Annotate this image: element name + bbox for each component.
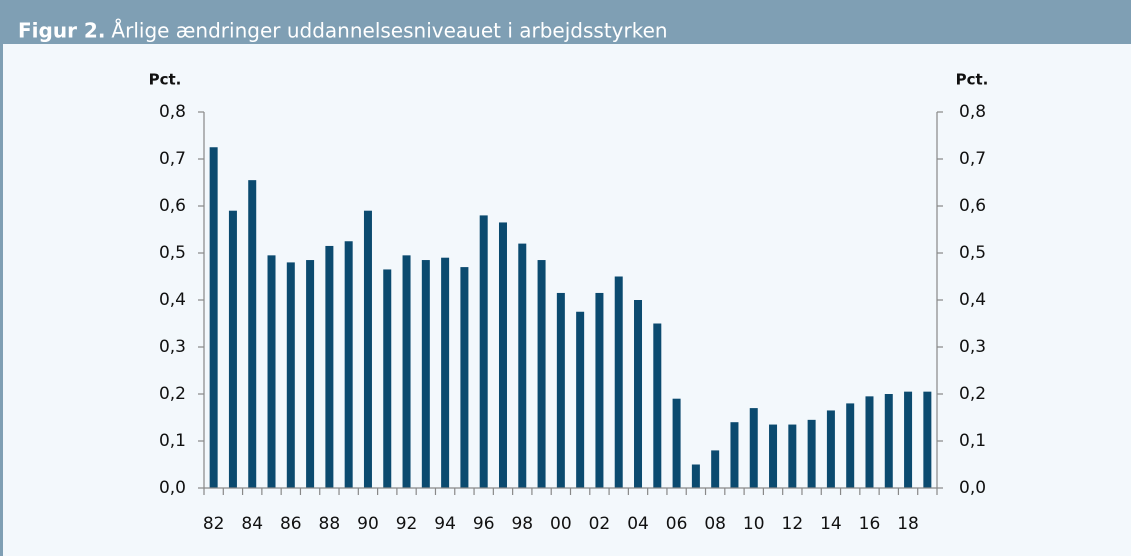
y2-tick-label: 0,7 bbox=[959, 149, 986, 169]
bar bbox=[826, 410, 835, 488]
bar bbox=[807, 419, 816, 488]
y2-tick-label: 0,1 bbox=[959, 431, 986, 451]
bar bbox=[248, 180, 257, 488]
y2-tick-label: 0,5 bbox=[959, 243, 986, 263]
figure-label: Figur 2. bbox=[18, 19, 105, 43]
bar bbox=[634, 300, 643, 488]
y2-tick-label: 0,3 bbox=[959, 337, 986, 357]
bar bbox=[691, 464, 700, 488]
y-tick-label: 0,8 bbox=[159, 102, 186, 122]
y2-tick-label: 0,8 bbox=[959, 102, 986, 122]
y-tick-label: 0,6 bbox=[159, 196, 186, 216]
bar bbox=[923, 391, 932, 488]
y-tick-label: 0,4 bbox=[159, 290, 186, 310]
x-tick-label: 08 bbox=[704, 514, 726, 534]
x-tick-label: 90 bbox=[357, 514, 379, 534]
bar bbox=[479, 215, 488, 488]
x-tick-label: 02 bbox=[589, 514, 611, 534]
x-tick-label: 86 bbox=[280, 514, 302, 534]
x-tick-label: 98 bbox=[511, 514, 533, 534]
bar bbox=[460, 267, 469, 488]
bar bbox=[595, 292, 604, 488]
bar bbox=[749, 408, 758, 488]
bar bbox=[614, 276, 623, 488]
bar bbox=[383, 269, 392, 488]
bar bbox=[518, 243, 527, 488]
y2-tick-label: 0,6 bbox=[959, 196, 986, 216]
bar bbox=[267, 255, 276, 488]
x-tick-label: 16 bbox=[859, 514, 881, 534]
x-tick-label: 04 bbox=[627, 514, 649, 534]
bar bbox=[286, 262, 295, 488]
bar bbox=[904, 391, 913, 488]
y2-tick-label: 0,4 bbox=[959, 290, 986, 310]
y-tick-label: 0,0 bbox=[159, 478, 186, 498]
y2-tick-label: 0,0 bbox=[959, 478, 986, 498]
bar bbox=[537, 260, 546, 488]
bar bbox=[228, 210, 237, 488]
x-tick-label: 88 bbox=[319, 514, 341, 534]
x-tick-label: 10 bbox=[743, 514, 765, 534]
bar bbox=[306, 260, 315, 488]
bar bbox=[421, 260, 430, 488]
bar bbox=[498, 222, 507, 488]
y-tick-label: 0,5 bbox=[159, 243, 186, 263]
y-tick-label: 0,7 bbox=[159, 149, 186, 169]
bar bbox=[344, 241, 353, 488]
x-tick-label: 00 bbox=[550, 514, 572, 534]
y-tick-label: 0,3 bbox=[159, 337, 186, 357]
bar bbox=[576, 311, 585, 488]
x-tick-label: 18 bbox=[897, 514, 919, 534]
x-tick-label: 14 bbox=[820, 514, 842, 534]
chart-title: Årlige ændringer uddannelsesniveauet i a… bbox=[111, 19, 667, 43]
y-axis-label: Pct. bbox=[149, 71, 182, 89]
bar bbox=[653, 323, 662, 488]
bar bbox=[672, 398, 681, 488]
x-tick-label: 06 bbox=[666, 514, 688, 534]
bar bbox=[884, 394, 893, 488]
bar bbox=[402, 255, 411, 488]
header-band bbox=[0, 0, 1131, 44]
y-tick-label: 0,2 bbox=[159, 384, 186, 404]
x-tick-label: 12 bbox=[782, 514, 804, 534]
bar bbox=[441, 257, 450, 488]
x-tick-label: 84 bbox=[241, 514, 263, 534]
bar bbox=[325, 245, 334, 488]
y2-tick-label: 0,2 bbox=[959, 384, 986, 404]
y2-axis-label: Pct. bbox=[956, 71, 989, 89]
bar bbox=[769, 424, 778, 488]
x-tick-label: 94 bbox=[434, 514, 456, 534]
bar bbox=[556, 292, 565, 488]
x-tick-label: 96 bbox=[473, 514, 495, 534]
y-tick-label: 0,1 bbox=[159, 431, 186, 451]
x-tick-label: 82 bbox=[203, 514, 225, 534]
bar bbox=[711, 450, 720, 488]
bar bbox=[209, 147, 218, 488]
bar bbox=[865, 396, 874, 488]
bar bbox=[363, 210, 372, 488]
bar bbox=[730, 422, 739, 488]
bar bbox=[788, 424, 797, 488]
bar bbox=[846, 403, 855, 488]
panel-border bbox=[0, 44, 3, 556]
x-tick-label: 92 bbox=[396, 514, 418, 534]
